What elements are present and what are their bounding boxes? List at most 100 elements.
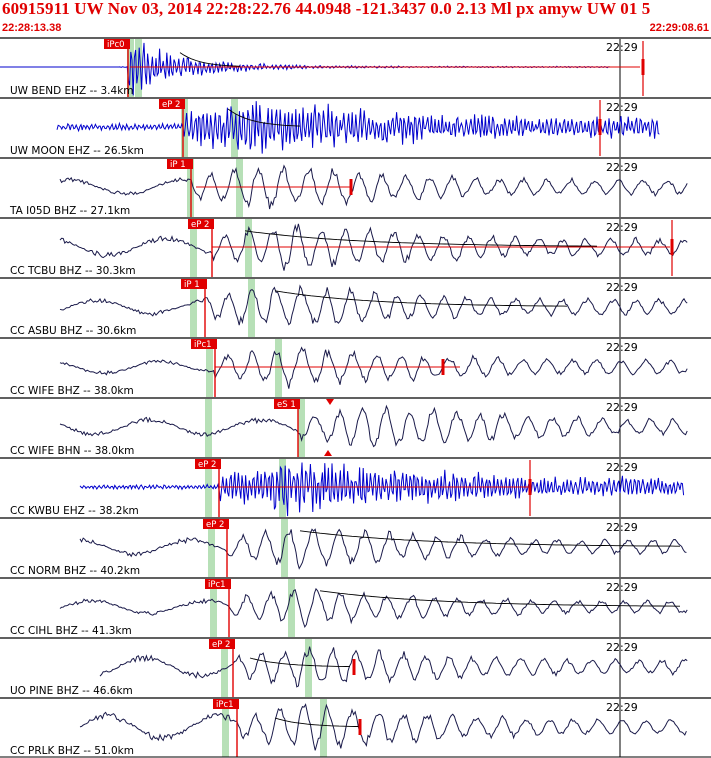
waveform-trace xyxy=(59,346,688,389)
coda-curve xyxy=(227,108,301,127)
p-window-bar xyxy=(210,579,217,637)
pick-label-box[interactable] xyxy=(203,519,229,529)
s-peak-marker-bottom xyxy=(324,450,332,456)
minute-tick-label: 22:29 xyxy=(606,281,638,294)
p-window-bar xyxy=(190,279,197,337)
channel-row-4[interactable]: 22:29 eP 2 CC TCBU BHZ -- 30.3km xyxy=(0,217,711,277)
minute-tick-label: 22:29 xyxy=(606,521,638,534)
pick-label: iP 1 xyxy=(170,160,186,170)
pick-label-box[interactable] xyxy=(209,639,235,649)
s-peak-marker-top xyxy=(326,399,334,405)
pick-label-box[interactable] xyxy=(167,159,193,169)
channel-label: UO PINE BHZ -- 46.6km xyxy=(10,685,133,697)
pick-label-box[interactable] xyxy=(195,459,221,469)
waveform-trace xyxy=(59,164,688,210)
p-window-bar xyxy=(206,339,213,397)
s-window-bar xyxy=(248,279,255,337)
channel-row-5[interactable]: 22:29 iP 1 CC ASBU BHZ -- 30.6km xyxy=(0,277,711,337)
pick-label-box[interactable] xyxy=(188,219,214,229)
minute-tick-label: 22:29 xyxy=(606,701,638,714)
end-marker-tick xyxy=(528,479,532,495)
minute-tick-label: 22:29 xyxy=(606,581,638,594)
channel-label: UW BEND EHZ -- 3.4km xyxy=(10,85,134,97)
pick-label: eP 2 xyxy=(191,220,209,230)
coda-curve xyxy=(244,230,598,247)
window-start-time: 22:28:13.38 xyxy=(2,22,62,34)
p-window-bar xyxy=(181,99,188,157)
s-window-bar xyxy=(275,339,282,397)
pick-label: eP 2 xyxy=(198,460,216,470)
pick-label: iPc1 xyxy=(194,340,212,350)
p-window-bar xyxy=(190,219,197,277)
waveform-trace xyxy=(59,284,688,326)
channel-label: CC PRLK BHZ -- 51.0km xyxy=(10,745,134,757)
minute-tick-label: 22:29 xyxy=(606,221,638,234)
pick-label-box[interactable] xyxy=(159,99,185,109)
pick-label: eS 1 xyxy=(277,400,296,410)
s-window-bar xyxy=(281,519,288,577)
waveform-trace xyxy=(79,703,687,751)
coda-curve xyxy=(179,52,241,67)
minute-tick-label: 22:29 xyxy=(606,101,638,114)
waveform-trace xyxy=(99,646,688,688)
channel-row-2[interactable]: 22:29 eP 2 UW MOON EHZ -- 26.5km xyxy=(0,97,711,157)
s-window-bar xyxy=(305,639,312,697)
channel-label: CC NORM BHZ -- 40.2km xyxy=(10,565,140,577)
s-window-bar xyxy=(288,579,295,637)
end-marker-tick xyxy=(598,119,602,135)
end-marker-tick xyxy=(670,239,674,255)
channel-row-12[interactable]: 22:29 iPc1 CC PRLK BHZ -- 51.0km xyxy=(0,697,711,757)
channel-row-8[interactable]: 22:29 eP 2 CC KWBU EHZ -- 38.2km xyxy=(0,457,711,517)
coda-curve xyxy=(249,657,351,668)
pick-label-box[interactable] xyxy=(181,279,207,289)
channel-row-3[interactable]: 22:29 iP 1 TA I05D BHZ -- 27.1km xyxy=(0,157,711,217)
channel-label: UW MOON EHZ -- 26.5km xyxy=(10,145,144,157)
pick-label-box[interactable] xyxy=(213,699,239,709)
window-end-time: 22:29:08.61 xyxy=(649,22,709,34)
channel-row-11[interactable]: 22:29 eP 2 UO PINE BHZ -- 46.6km xyxy=(0,637,711,697)
coda-curve xyxy=(299,530,680,547)
pick-label: eP 2 xyxy=(206,520,224,530)
pick-label: iPc1 xyxy=(208,580,226,590)
p-window-bar xyxy=(221,639,228,697)
pick-label: iP 1 xyxy=(184,280,200,290)
channel-label: CC TCBU BHZ -- 30.3km xyxy=(10,265,136,277)
waveform-trace xyxy=(79,462,685,517)
s-window-bar xyxy=(298,399,305,457)
coda-curve xyxy=(274,717,359,727)
channel-row-1[interactable]: 22:29 iPc0 UW BEND EHZ -- 3.4km xyxy=(0,37,711,97)
p-window-bar xyxy=(222,699,229,757)
channel-label: CC ASBU BHZ -- 30.6km xyxy=(10,325,136,337)
coda-curve xyxy=(319,590,680,607)
channel-row-10[interactable]: 22:29 iPc1 CC CIHL BHZ -- 41.3km xyxy=(0,577,711,637)
s-window-bar xyxy=(245,219,252,277)
amplitude-mark xyxy=(358,719,362,735)
minute-tick-label: 22:29 xyxy=(606,461,638,474)
pick-label: iPc0 xyxy=(107,40,125,50)
minute-tick-label: 22:29 xyxy=(606,41,638,54)
minute-tick-label: 22:29 xyxy=(606,641,638,654)
p-window-bar xyxy=(205,459,212,517)
amplitude-mark xyxy=(349,179,353,195)
coda-curve xyxy=(274,290,568,307)
waveform-trace xyxy=(79,528,687,570)
pick-label-box[interactable] xyxy=(104,39,130,49)
pick-label-box[interactable] xyxy=(274,399,300,409)
p-window-bar xyxy=(208,519,215,577)
event-summary-title: 60915911 UW Nov 03, 2014 22:28:22.76 44.… xyxy=(2,0,651,18)
channel-label: CC WIFE BHZ -- 38.0km xyxy=(10,385,134,397)
minute-tick-label: 22:29 xyxy=(606,161,638,174)
s-window-bar xyxy=(320,699,327,757)
pick-label-box[interactable] xyxy=(205,579,231,589)
channel-row-9[interactable]: 22:29 eP 2 CC NORM BHZ -- 40.2km xyxy=(0,517,711,577)
channel-row-6[interactable]: 22:29 iPc1 CC WIFE BHZ -- 38.0km xyxy=(0,337,711,397)
pick-label: eP 2 xyxy=(212,640,230,650)
end-marker-tick xyxy=(641,59,645,75)
minute-tick-label: 22:29 xyxy=(606,341,638,354)
pick-label-box[interactable] xyxy=(191,339,217,349)
minute-tick-label: 22:29 xyxy=(606,401,638,414)
channel-label: CC WIFE BHN -- 38.0km xyxy=(10,445,134,457)
pick-label: iPc1 xyxy=(216,700,234,710)
channel-row-7[interactable]: 22:29 eS 1 CC WIFE BHN -- 38.0km xyxy=(0,397,711,457)
